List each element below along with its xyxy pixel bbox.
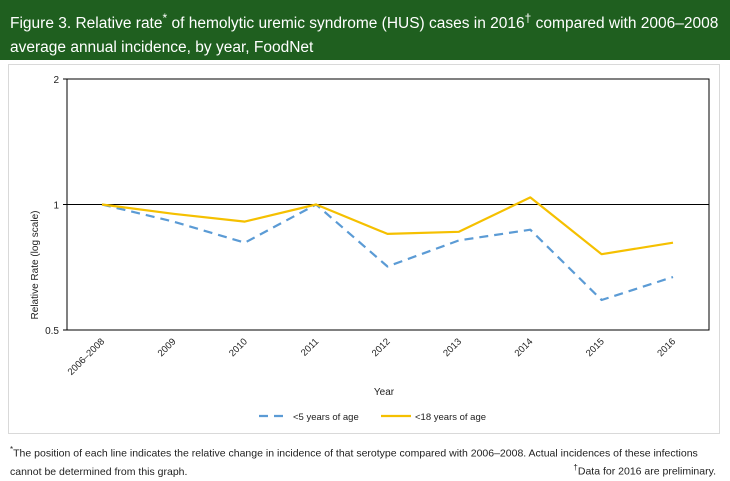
x-tick-label: 2012 — [370, 336, 393, 359]
chart-panel: 0.5 1 2 2006–2008 2009 2010 2011 2012 2013 2014 2… — [8, 64, 720, 434]
x-tick-label: 2009 — [156, 336, 179, 359]
x-tick-label: 2013 — [441, 336, 464, 359]
series-line-under-5 — [101, 203, 674, 302]
legend-label: <18 years of age — [415, 412, 486, 423]
x-tick-label: 2014 — [513, 336, 536, 359]
x-tick-label: 2015 — [584, 336, 607, 359]
figure-header: Figure 3. Relative rate* of hemolytic ur… — [0, 0, 730, 60]
x-tick-label: 2016 — [655, 336, 678, 359]
y-tick-label: 1 — [53, 201, 59, 212]
figure-title-line2: average annual incidence, by year, FoodN… — [10, 39, 314, 57]
footnote-1: *The position of each line indicates the… — [10, 445, 698, 478]
dagger-mark: † — [524, 11, 532, 25]
x-tick-label: 2006–2008 — [66, 336, 107, 377]
chart-legend: <5 years of age <18 years of age — [259, 412, 486, 423]
x-tick-label: 2010 — [227, 336, 250, 359]
legend-label: <5 years of age — [293, 412, 359, 423]
y-tick-label: 2 — [53, 75, 59, 86]
y-axis-title: Relative Rate (log scale) — [30, 211, 41, 320]
series-line-under-18 — [101, 196, 674, 256]
y-tick-label: 0.5 — [45, 326, 59, 337]
x-axis-title: Year — [374, 387, 395, 398]
x-tick-label: 2011 — [299, 336, 321, 358]
figure-title-line1: Figure 3. Relative rate* of hemolytic ur… — [10, 11, 719, 33]
line-chart: 0.5 1 2 2006–2008 2009 2010 2011 2012 2013 2014 2… — [30, 75, 710, 423]
footnote-2: †Data for 2016 are preliminary. — [573, 463, 716, 478]
asterisk-mark: * — [162, 11, 168, 25]
